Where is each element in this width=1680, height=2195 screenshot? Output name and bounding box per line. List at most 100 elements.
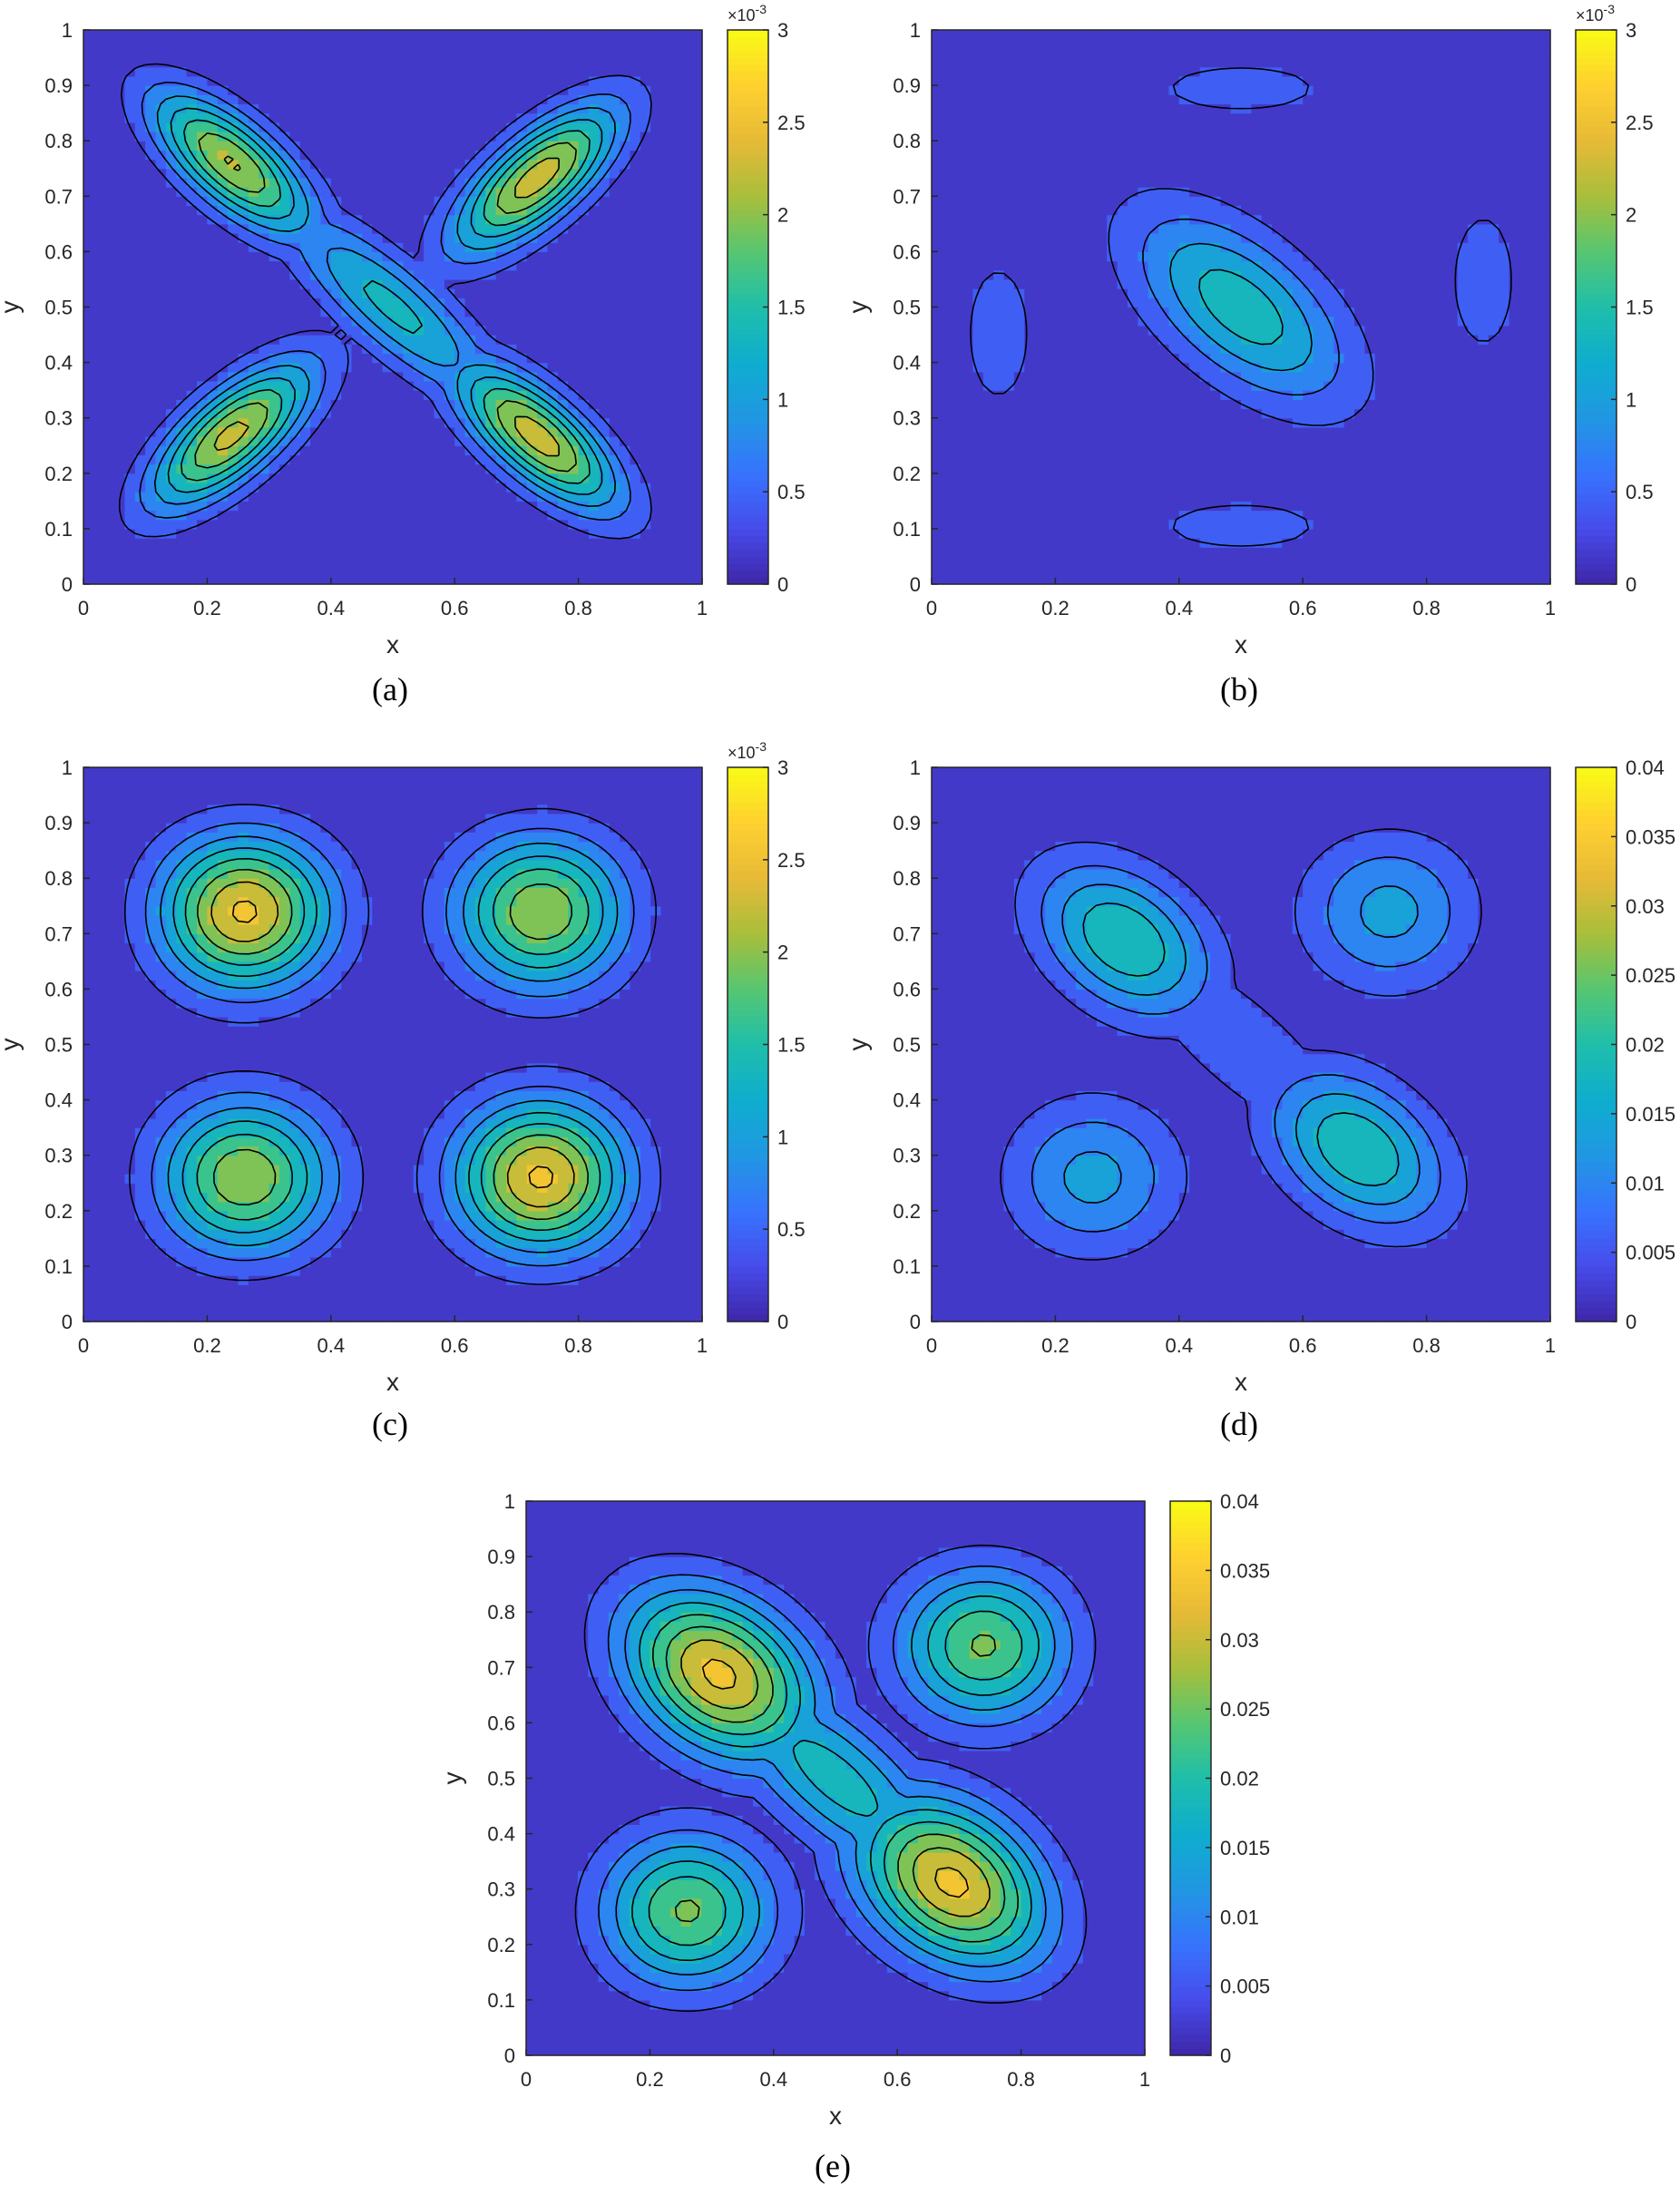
contour-cell [1045, 187, 1056, 197]
contour-cell [145, 75, 157, 86]
contour-cell [217, 288, 229, 298]
contour-cell [516, 445, 528, 456]
contour-cell [228, 436, 239, 446]
contour-cell [599, 454, 610, 465]
contour-cell [351, 57, 363, 68]
contour-cell [1055, 371, 1067, 382]
contour-cell [124, 316, 136, 327]
contour-cell [124, 380, 136, 391]
contour-cell [972, 168, 984, 179]
contour-cell [83, 39, 94, 49]
contour-cell [464, 473, 476, 483]
contour-cell [269, 94, 280, 105]
contour-cell [413, 94, 425, 105]
contour-cell [1045, 463, 1056, 474]
contour-cell [660, 510, 672, 521]
colorbar-step [728, 202, 768, 211]
contour-cell [248, 371, 259, 382]
contour-cell [176, 528, 188, 539]
contour-cell [310, 380, 322, 391]
contour-cell [942, 325, 953, 336]
contour-cell [1034, 159, 1046, 170]
contour-cell [1096, 94, 1108, 105]
contour-cell [464, 528, 476, 539]
contour-cell [1024, 454, 1036, 465]
contour-cell [444, 159, 455, 170]
contour-cell [269, 492, 280, 502]
contour-cell [474, 399, 486, 410]
contour-cell [1117, 362, 1128, 373]
contour-cell [1055, 168, 1067, 179]
contour-cell [165, 223, 177, 234]
contour-cell [393, 325, 404, 336]
contour-cell [1076, 538, 1088, 548]
contour-cell [464, 519, 476, 530]
contour-cell [609, 94, 620, 105]
contour-cell [962, 75, 974, 86]
contour-cell [382, 150, 394, 161]
contour-cell [176, 288, 188, 298]
contour-cell [526, 205, 538, 216]
contour-cell [444, 325, 455, 336]
contour-cell [372, 463, 384, 474]
contour-cell [982, 223, 994, 234]
contour-cell [578, 159, 590, 170]
contour-cell [330, 547, 342, 558]
contour-cell [1138, 353, 1149, 364]
contour-cell [155, 362, 167, 373]
contour-cell [248, 519, 259, 530]
contour-cell [972, 454, 984, 465]
contour-cell [588, 362, 600, 373]
contour-cell [650, 278, 662, 289]
contour-cell [993, 75, 1005, 86]
contour-cell [1034, 260, 1046, 271]
contour-cell [485, 132, 497, 141]
contour-cell [982, 454, 994, 465]
contour-cell [557, 177, 569, 188]
contour-cell [464, 278, 476, 289]
y-tick-label: 0.6 [44, 240, 73, 263]
contour-cell [424, 445, 435, 456]
contour-cell [248, 426, 259, 437]
contour-cell [932, 205, 943, 216]
contour-cell [640, 510, 651, 521]
contour-cell [228, 417, 239, 428]
contour-cell [434, 39, 445, 49]
contour-cell [248, 30, 259, 40]
contour-cell [1107, 473, 1118, 483]
contour-cell [361, 150, 373, 161]
contour-cell [972, 445, 984, 456]
contour-cell [197, 492, 208, 502]
contour-cell [506, 380, 517, 391]
contour-cell [681, 122, 693, 132]
contour-cell [393, 94, 404, 105]
contour-cell [537, 344, 549, 355]
contour-cell [238, 316, 249, 327]
contour-cell [176, 380, 188, 391]
contour-cell [660, 30, 672, 40]
contour-cell [464, 260, 476, 271]
contour-cell [1127, 501, 1138, 512]
contour-cell [278, 269, 290, 280]
contour-cell [485, 408, 497, 419]
contour-cell [588, 132, 600, 141]
contour-cell [547, 426, 559, 437]
contour-cell [1107, 30, 1118, 40]
contour-cell [1024, 103, 1036, 114]
colorbar-step [728, 473, 768, 482]
contour-cell [1117, 325, 1128, 336]
contour-cell [320, 426, 332, 437]
contour-cell [962, 233, 974, 243]
contour-cell [320, 399, 332, 410]
contour-cell [1076, 122, 1088, 132]
contour-cell [424, 150, 435, 161]
contour-cell [650, 528, 662, 539]
contour-cell [114, 187, 126, 197]
contour-cell [1065, 519, 1077, 530]
contour-cell [341, 196, 353, 207]
contour-cell [197, 417, 208, 428]
contour-cell [1034, 528, 1046, 539]
contour-cell [993, 39, 1005, 49]
contour-cell [238, 196, 249, 207]
contour-cell [145, 482, 157, 493]
